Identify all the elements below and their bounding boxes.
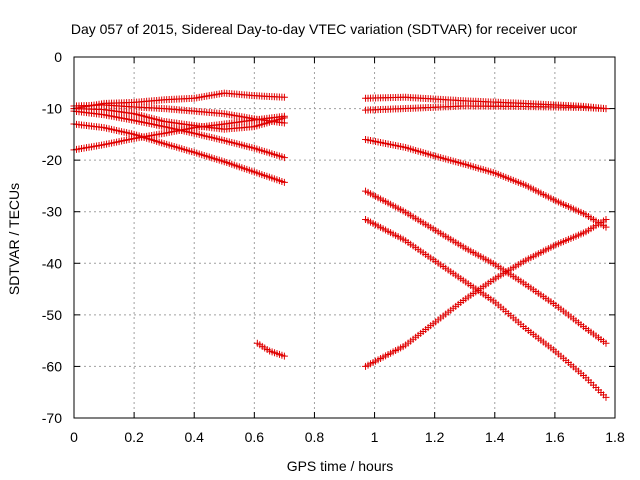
chart-title: Day 057 of 2015, Sidereal Day-to-day VTE… bbox=[71, 21, 578, 37]
data-point bbox=[280, 178, 288, 186]
x-tick-label: 1.4 bbox=[485, 429, 505, 445]
data-point bbox=[280, 352, 288, 360]
data-point bbox=[602, 393, 610, 401]
data-point bbox=[280, 93, 288, 101]
series-s7 bbox=[253, 339, 288, 360]
data-point bbox=[280, 154, 288, 162]
x-axis-title: GPS time / hours bbox=[287, 458, 394, 474]
data-point bbox=[602, 105, 610, 113]
x-tick-label: 0 bbox=[70, 429, 78, 445]
series-s4 bbox=[70, 120, 288, 186]
series-s3 bbox=[70, 107, 288, 162]
data-point bbox=[280, 114, 288, 122]
series-s2 bbox=[70, 101, 610, 127]
y-tick-label: -20 bbox=[42, 152, 62, 168]
data-point bbox=[602, 339, 610, 347]
data-marks bbox=[70, 89, 610, 401]
x-tick-label: 1 bbox=[371, 429, 379, 445]
y-tick-label: -60 bbox=[42, 358, 62, 374]
series-s10 bbox=[362, 215, 610, 401]
x-tick-label: 0.4 bbox=[184, 429, 204, 445]
series-s6 bbox=[70, 105, 288, 133]
x-tick-label: 0.2 bbox=[124, 429, 144, 445]
grid bbox=[74, 57, 615, 418]
y-tick-label: 0 bbox=[54, 49, 62, 65]
series-s8 bbox=[362, 136, 610, 231]
x-tick-label: 0.6 bbox=[245, 429, 265, 445]
y-tick-label: -70 bbox=[42, 410, 62, 426]
axis-ticks: 0 0.2 0.4 0.6 0.8 1 1.2 1.4 1.6 1.8 0 -10 -20 -30 -40 -… bbox=[42, 49, 625, 445]
x-tick-label: 1.6 bbox=[545, 429, 565, 445]
x-tick-label: 0.8 bbox=[305, 429, 325, 445]
x-tick-label: 1.2 bbox=[425, 429, 445, 445]
y-tick-label: -40 bbox=[42, 255, 62, 271]
data-point bbox=[602, 223, 610, 231]
x-tick-label: 1.8 bbox=[605, 429, 625, 445]
y-tick-label: -10 bbox=[42, 101, 62, 117]
series-s11 bbox=[362, 215, 610, 370]
data-point bbox=[602, 215, 610, 223]
plot-border bbox=[73, 56, 616, 419]
y-tick-label: -50 bbox=[42, 307, 62, 323]
y-axis-title: SDTVAR / TECUs bbox=[6, 183, 22, 295]
y-tick-label: -30 bbox=[42, 204, 62, 220]
